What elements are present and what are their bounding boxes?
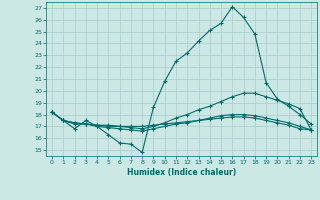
X-axis label: Humidex (Indice chaleur): Humidex (Indice chaleur)	[127, 168, 236, 177]
